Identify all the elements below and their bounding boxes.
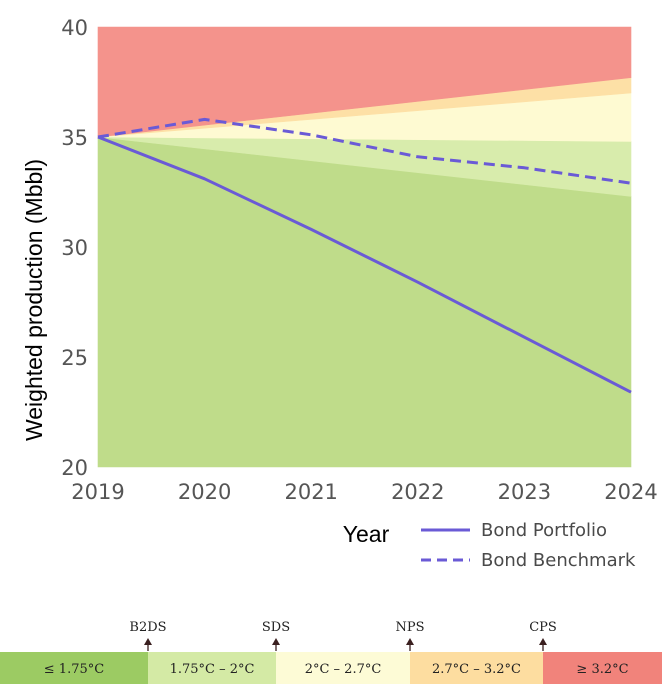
y-axis-label: Weighted production (Mbbl) (21, 159, 47, 441)
x-axis-ticks: 2019 2020 2021 2022 2023 2024 (71, 480, 657, 504)
scale-marker-arrow (539, 638, 547, 645)
legend-label: Bond Benchmark (481, 550, 636, 571)
scale-band (543, 652, 662, 684)
scale-marker-arrow (144, 638, 152, 645)
scale-band (148, 652, 276, 684)
series-line-1 (97, 135, 632, 394)
scenario-band-5 (97, 26, 632, 138)
temperature-scale-legend: ≤ 1.75°C 1.75°C – 2°C 2°C – 2.7°C 2.7°C – 3… (0, 620, 662, 684)
y-tick-label: 25 (61, 346, 88, 370)
x-axis-label: Year (343, 521, 390, 547)
scale-marker-label: CPS (529, 620, 557, 635)
x-tick-label: 2020 (178, 480, 231, 504)
scale-band (276, 652, 410, 684)
x-tick-label: 2024 (604, 480, 657, 504)
scale-band-label: 2°C – 2.7°C (305, 662, 382, 677)
y-tick-label: 20 (61, 456, 88, 480)
x-tick-label: 2019 (71, 480, 124, 504)
y-tick-label: 35 (61, 126, 88, 150)
scenario-bands (97, 26, 632, 468)
x-tick-label: 2023 (498, 480, 551, 504)
legend-label: Bond Portfolio (481, 520, 607, 541)
scale-band-label: 2.7°C – 3.2°C (432, 662, 521, 677)
y-axis-ticks: 20 25 30 35 40 (61, 16, 88, 480)
scale-marker-label: B2DS (129, 620, 166, 635)
scale-band-label: 1.75°C – 2°C (170, 662, 255, 677)
y-tick-label: 30 (61, 236, 88, 260)
chart-legend: Bond Portfolio Bond Benchmark (421, 520, 636, 571)
scale-marker-arrow (406, 638, 414, 645)
scale-band (410, 652, 543, 684)
series-lines (97, 117, 632, 394)
scale-marker-label: SDS (262, 620, 290, 635)
scale-band-label: ≥ 3.2°C (576, 662, 628, 677)
series-line-2 (97, 117, 632, 185)
scale-marker-label: NPS (395, 620, 424, 635)
scale-marker-arrow (272, 638, 280, 645)
scale-band (0, 652, 148, 684)
scale-band-label: ≤ 1.75°C (44, 662, 104, 677)
x-tick-label: 2022 (391, 480, 444, 504)
y-tick-label: 40 (61, 16, 88, 40)
x-tick-label: 2021 (284, 480, 337, 504)
